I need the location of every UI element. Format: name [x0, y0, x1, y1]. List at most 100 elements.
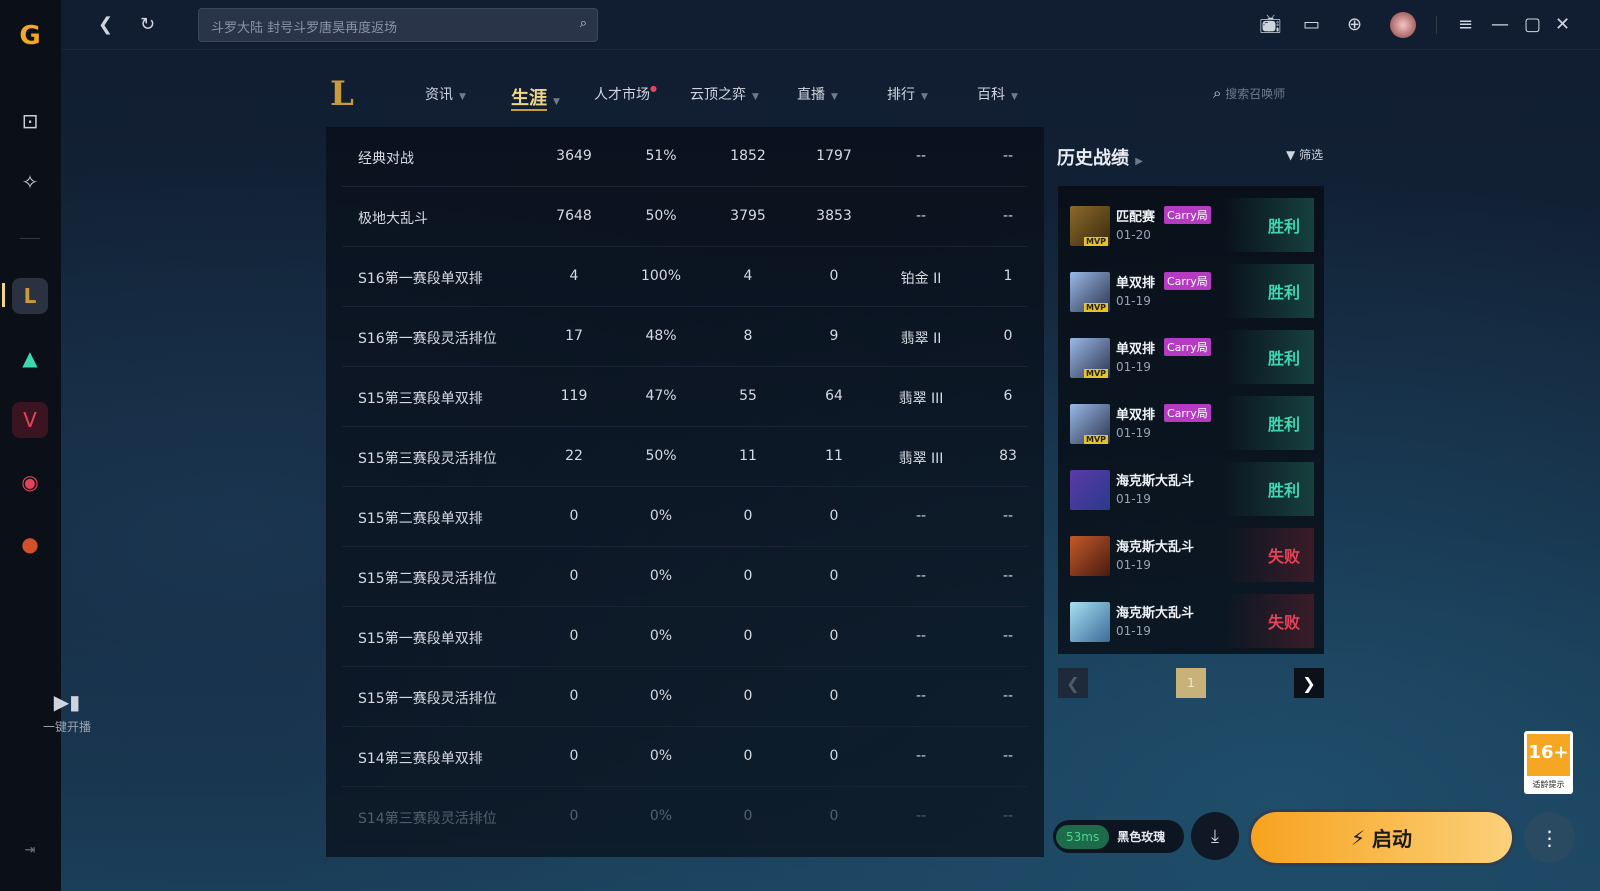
search-placeholder: 斗罗大陆 封号斗罗唐昊再度返场 [211, 21, 398, 36]
table-row[interactable]: S15第一赛段灵活排位 0 0% 0 0 -- -- [342, 667, 1028, 727]
match-item[interactable]: MVP 单双排 Carry局 01-19 胜利 [1058, 392, 1324, 454]
losses: 3853 [816, 208, 852, 224]
chevron-right-icon: ▶ [1135, 156, 1143, 167]
table-row[interactable]: S16第一赛段灵活排位 17 48% 8 9 翡翠 II 0 [342, 307, 1028, 367]
table-row[interactable]: S14第三赛段单双排 0 0% 0 0 -- -- [342, 727, 1028, 787]
match-mode: 单双排 [1116, 342, 1156, 357]
menu-icon[interactable]: ≡ [1458, 14, 1474, 35]
table-row[interactable]: S15第三赛段灵活排位 22 50% 11 11 翡翠 III 83 [342, 427, 1028, 487]
mode-name: 经典对战 [358, 151, 414, 167]
collapse-icon[interactable]: ⇥ [24, 842, 36, 858]
table-row[interactable]: 极地大乱斗 7648 50% 3795 3853 -- -- [342, 187, 1028, 247]
avatar[interactable] [1390, 12, 1416, 38]
nav-ranking[interactable]: 排行 ▼ [887, 84, 928, 104]
tv-icon[interactable]: 📺︎ [1259, 14, 1282, 35]
match-date: 01-19 [1116, 492, 1151, 506]
nav-career[interactable]: 生涯 ▼ [511, 84, 560, 111]
nav-talent-market[interactable]: 人才市场● [594, 84, 657, 104]
lol-game-icon[interactable]: L [12, 278, 48, 314]
filter-button[interactable]: ▼ 筛选 [1286, 146, 1323, 163]
table-row[interactable]: S15第一赛段单双排 0 0% 0 0 -- -- [342, 607, 1028, 667]
rank: 铂金 II [900, 271, 942, 287]
wins: 11 [739, 448, 757, 464]
divider [1436, 16, 1437, 34]
nba-game-icon[interactable]: ● [21, 532, 39, 556]
table-row[interactable]: S14第三赛段灵活排位 0 0% 0 0 -- -- [342, 787, 1028, 847]
cf-game-icon[interactable]: ◉ [21, 470, 39, 494]
rank: -- [915, 808, 927, 824]
win-rate: 100% [640, 268, 682, 284]
start-button[interactable]: ⚡︎ 启动 [1251, 812, 1512, 863]
mode-name: S15第三赛段灵活排位 [358, 451, 497, 467]
search-icon: ⌕ [1213, 84, 1222, 102]
tft-game-icon[interactable]: ▲ [22, 346, 38, 370]
table-row[interactable]: S15第三赛段单双排 119 47% 55 64 翡翠 III 6 [342, 367, 1028, 427]
match-mode: 匹配赛 [1116, 210, 1156, 225]
live-stream-button[interactable]: ▶▮ 一键开播 [0, 690, 98, 735]
summoner-search-input[interactable]: ⌕ 搜索召唤师 [1213, 84, 1285, 102]
chevron-down-icon: ▼ [1011, 92, 1018, 102]
games: 0 [569, 688, 579, 704]
more-options-icon[interactable]: ⋮ [1524, 812, 1575, 863]
wins: 0 [743, 568, 753, 584]
games: 119 [560, 388, 588, 404]
nav-tft[interactable]: 云顶之弈 ▼ [690, 84, 759, 104]
match-item[interactable]: MVP 匹配赛 Carry局 01-20 胜利 [1058, 194, 1324, 256]
wins: 0 [743, 628, 753, 644]
losses: 0 [829, 628, 839, 644]
lp: 0 [1003, 328, 1013, 344]
losses: 1797 [816, 148, 852, 164]
download-icon[interactable]: ⤓ [1191, 812, 1239, 860]
message-icon[interactable]: ▭ [1303, 14, 1321, 35]
prev-page-button[interactable]: ❮ [1058, 668, 1088, 698]
table-row[interactable]: 经典对战 3649 51% 1852 1797 -- -- [342, 127, 1028, 187]
win-rate: 47% [645, 388, 677, 404]
losses: 0 [829, 508, 839, 524]
nav-label: 生涯 [511, 88, 547, 111]
games: 0 [569, 748, 579, 764]
games-icon[interactable]: ✧ [21, 170, 39, 194]
search-icon[interactable]: ⌕ [579, 16, 587, 31]
valorant-game-icon[interactable]: V [12, 402, 48, 438]
page-number[interactable]: 1 [1176, 668, 1206, 698]
download-manager-icon[interactable]: ⊕ [1347, 14, 1363, 35]
table-row[interactable]: S15第二赛段灵活排位 0 0% 0 0 -- -- [342, 547, 1028, 607]
match-result: 胜利 [1224, 462, 1314, 516]
games: 17 [565, 328, 583, 344]
nav-wiki[interactable]: 百科 ▼ [977, 84, 1018, 104]
match-item[interactable]: 海克斯大乱斗 01-19 失败 [1058, 590, 1324, 652]
mode-name: S15第二赛段单双排 [358, 511, 483, 527]
losses: 0 [829, 568, 839, 584]
bag-icon[interactable]: ⊡ [21, 109, 39, 133]
wins: 55 [739, 388, 757, 404]
match-item[interactable]: 海克斯大乱斗 01-19 失败 [1058, 524, 1324, 586]
table-row[interactable]: S16第一赛段单双排 4 100% 4 0 铂金 II 1 [342, 247, 1028, 307]
table-row[interactable]: S15第二赛段单双排 0 0% 0 0 -- -- [342, 487, 1028, 547]
next-page-button[interactable]: ❯ [1294, 668, 1324, 698]
win-rate: 50% [645, 448, 677, 464]
wins: 3795 [730, 208, 766, 224]
match-date: 01-19 [1116, 294, 1151, 308]
back-icon[interactable]: ❮ [98, 14, 114, 35]
refresh-icon[interactable]: ↻ [140, 14, 156, 35]
start-label: 启动 [1372, 827, 1412, 851]
match-item[interactable]: MVP 单双排 Carry局 01-19 胜利 [1058, 326, 1324, 388]
nav-news[interactable]: 资讯 ▼ [425, 84, 466, 104]
server-selector[interactable]: 53ms 黑色玫瑰 [1053, 820, 1184, 853]
chevron-down-icon: ▼ [752, 92, 759, 102]
close-icon[interactable]: ✕ [1555, 14, 1571, 35]
minimize-icon[interactable]: — [1491, 14, 1509, 35]
global-search-input[interactable]: 斗罗大陆 封号斗罗唐昊再度返场 ⌕ [198, 8, 598, 42]
rank: 翡翠 III [898, 451, 944, 467]
divider [20, 238, 40, 239]
history-title[interactable]: 历史战绩 ▶ [1057, 144, 1143, 170]
match-result: 失败 [1224, 594, 1314, 648]
lp: -- [1002, 748, 1014, 764]
mvp-badge: MVP [1084, 435, 1109, 444]
match-item[interactable]: 海克斯大乱斗 01-19 胜利 [1058, 458, 1324, 520]
lp: 6 [1003, 388, 1013, 404]
maximize-icon[interactable]: ▢ [1524, 14, 1542, 35]
match-item[interactable]: MVP 单双排 Carry局 01-19 胜利 [1058, 260, 1324, 322]
nav-live[interactable]: 直播 ▼ [797, 84, 838, 104]
win-rate: 48% [645, 328, 677, 344]
